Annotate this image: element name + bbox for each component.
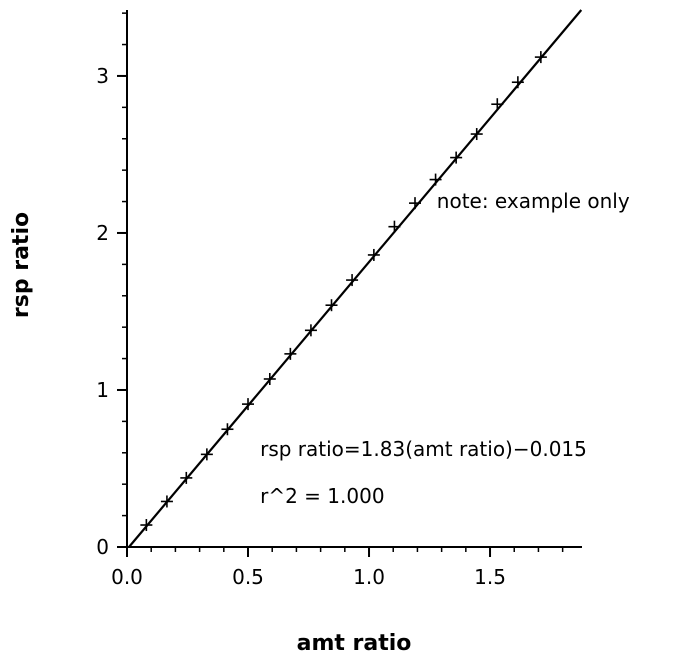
data-point	[263, 372, 276, 385]
annotation: rsp ratio=1.83(amt ratio)−0.015	[260, 437, 587, 461]
data-point	[470, 128, 483, 141]
data-point	[180, 471, 193, 484]
y-axis-title: rsp ratio	[9, 212, 34, 318]
data-point	[284, 347, 297, 360]
x-tick-label: 1.5	[474, 565, 506, 589]
data-point	[429, 173, 442, 186]
y-tick-label: 3	[96, 64, 109, 88]
annotation: r^2 = 1.000	[260, 484, 384, 508]
x-tick-label: 1.0	[353, 565, 385, 589]
data-point	[242, 398, 255, 411]
y-tick-label: 2	[96, 221, 109, 245]
fit-line-group	[128, 9, 583, 548]
annotation: note: example only	[437, 189, 630, 213]
data-points	[140, 51, 547, 532]
axes	[126, 10, 582, 548]
data-point	[491, 98, 504, 111]
data-point	[450, 151, 463, 164]
data-point	[160, 495, 173, 508]
data-point	[534, 51, 547, 64]
data-point	[409, 197, 422, 210]
data-point	[140, 519, 153, 532]
y-tick-label: 0	[96, 535, 109, 559]
data-point	[304, 324, 317, 337]
data-point	[511, 76, 524, 89]
data-point	[200, 448, 213, 461]
data-point	[221, 423, 234, 436]
x-axis-title: amt ratio	[297, 631, 412, 656]
data-point	[325, 299, 338, 312]
y-tick-label: 1	[96, 378, 109, 402]
x-tick-label: 0.5	[232, 565, 264, 589]
data-point	[346, 274, 359, 287]
fit-line	[128, 9, 583, 548]
annotations: note: example only rsp ratio=1.83(amt rat…	[260, 189, 630, 508]
ticks: 0 1 2 3 0.0 0.5 1.0 1.5	[96, 12, 564, 589]
data-point	[388, 220, 401, 233]
data-point	[367, 248, 380, 261]
x-tick-label: 0.0	[111, 565, 143, 589]
